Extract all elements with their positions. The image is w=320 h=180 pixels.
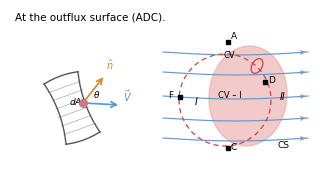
Text: $dA$: $dA$: [69, 96, 82, 107]
Text: $\vec{V}$: $\vec{V}$: [123, 89, 132, 104]
Text: CV – I: CV – I: [218, 91, 242, 100]
Text: CV: CV: [224, 51, 236, 60]
Text: D: D: [268, 76, 275, 85]
Text: $\theta$: $\theta$: [93, 89, 100, 100]
Text: $\hat{n}$: $\hat{n}$: [106, 58, 114, 72]
Text: I: I: [195, 97, 198, 107]
Text: F: F: [168, 91, 173, 100]
Text: At the outflux surface (ADC).: At the outflux surface (ADC).: [15, 12, 165, 22]
Text: C: C: [231, 143, 237, 152]
Text: A: A: [231, 32, 237, 41]
Ellipse shape: [209, 46, 287, 146]
Text: CS: CS: [278, 141, 290, 150]
Text: II: II: [280, 92, 286, 102]
